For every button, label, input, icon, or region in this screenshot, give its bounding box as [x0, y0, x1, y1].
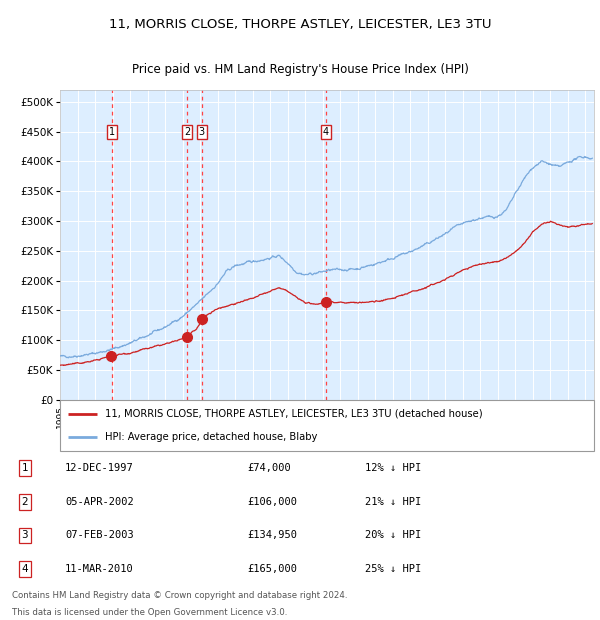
Text: 12% ↓ HPI: 12% ↓ HPI: [365, 463, 421, 473]
Text: 20% ↓ HPI: 20% ↓ HPI: [365, 531, 421, 541]
Text: 1: 1: [109, 126, 115, 136]
Text: This data is licensed under the Open Government Licence v3.0.: This data is licensed under the Open Gov…: [12, 608, 287, 617]
Text: £134,950: £134,950: [247, 531, 297, 541]
Text: 4: 4: [22, 564, 28, 574]
Text: HPI: Average price, detached house, Blaby: HPI: Average price, detached house, Blab…: [106, 433, 318, 443]
Text: 11-MAR-2010: 11-MAR-2010: [65, 564, 134, 574]
Text: 2: 2: [184, 126, 190, 136]
Text: 11, MORRIS CLOSE, THORPE ASTLEY, LEICESTER, LE3 3TU (detached house): 11, MORRIS CLOSE, THORPE ASTLEY, LEICEST…: [106, 409, 483, 419]
Text: £165,000: £165,000: [247, 564, 297, 574]
Text: £106,000: £106,000: [247, 497, 297, 507]
Text: 05-APR-2002: 05-APR-2002: [65, 497, 134, 507]
Text: 07-FEB-2003: 07-FEB-2003: [65, 531, 134, 541]
Text: Contains HM Land Registry data © Crown copyright and database right 2024.: Contains HM Land Registry data © Crown c…: [12, 591, 347, 600]
Text: 12-DEC-1997: 12-DEC-1997: [65, 463, 134, 473]
Text: Price paid vs. HM Land Registry's House Price Index (HPI): Price paid vs. HM Land Registry's House …: [131, 63, 469, 76]
Text: 21% ↓ HPI: 21% ↓ HPI: [365, 497, 421, 507]
FancyBboxPatch shape: [60, 400, 594, 451]
Text: £74,000: £74,000: [247, 463, 291, 473]
Text: 1: 1: [22, 463, 28, 473]
Text: 3: 3: [22, 531, 28, 541]
Text: 3: 3: [199, 126, 205, 136]
Text: 11, MORRIS CLOSE, THORPE ASTLEY, LEICESTER, LE3 3TU: 11, MORRIS CLOSE, THORPE ASTLEY, LEICEST…: [109, 18, 491, 31]
Text: 4: 4: [323, 126, 329, 136]
Text: 25% ↓ HPI: 25% ↓ HPI: [365, 564, 421, 574]
Text: 2: 2: [22, 497, 28, 507]
